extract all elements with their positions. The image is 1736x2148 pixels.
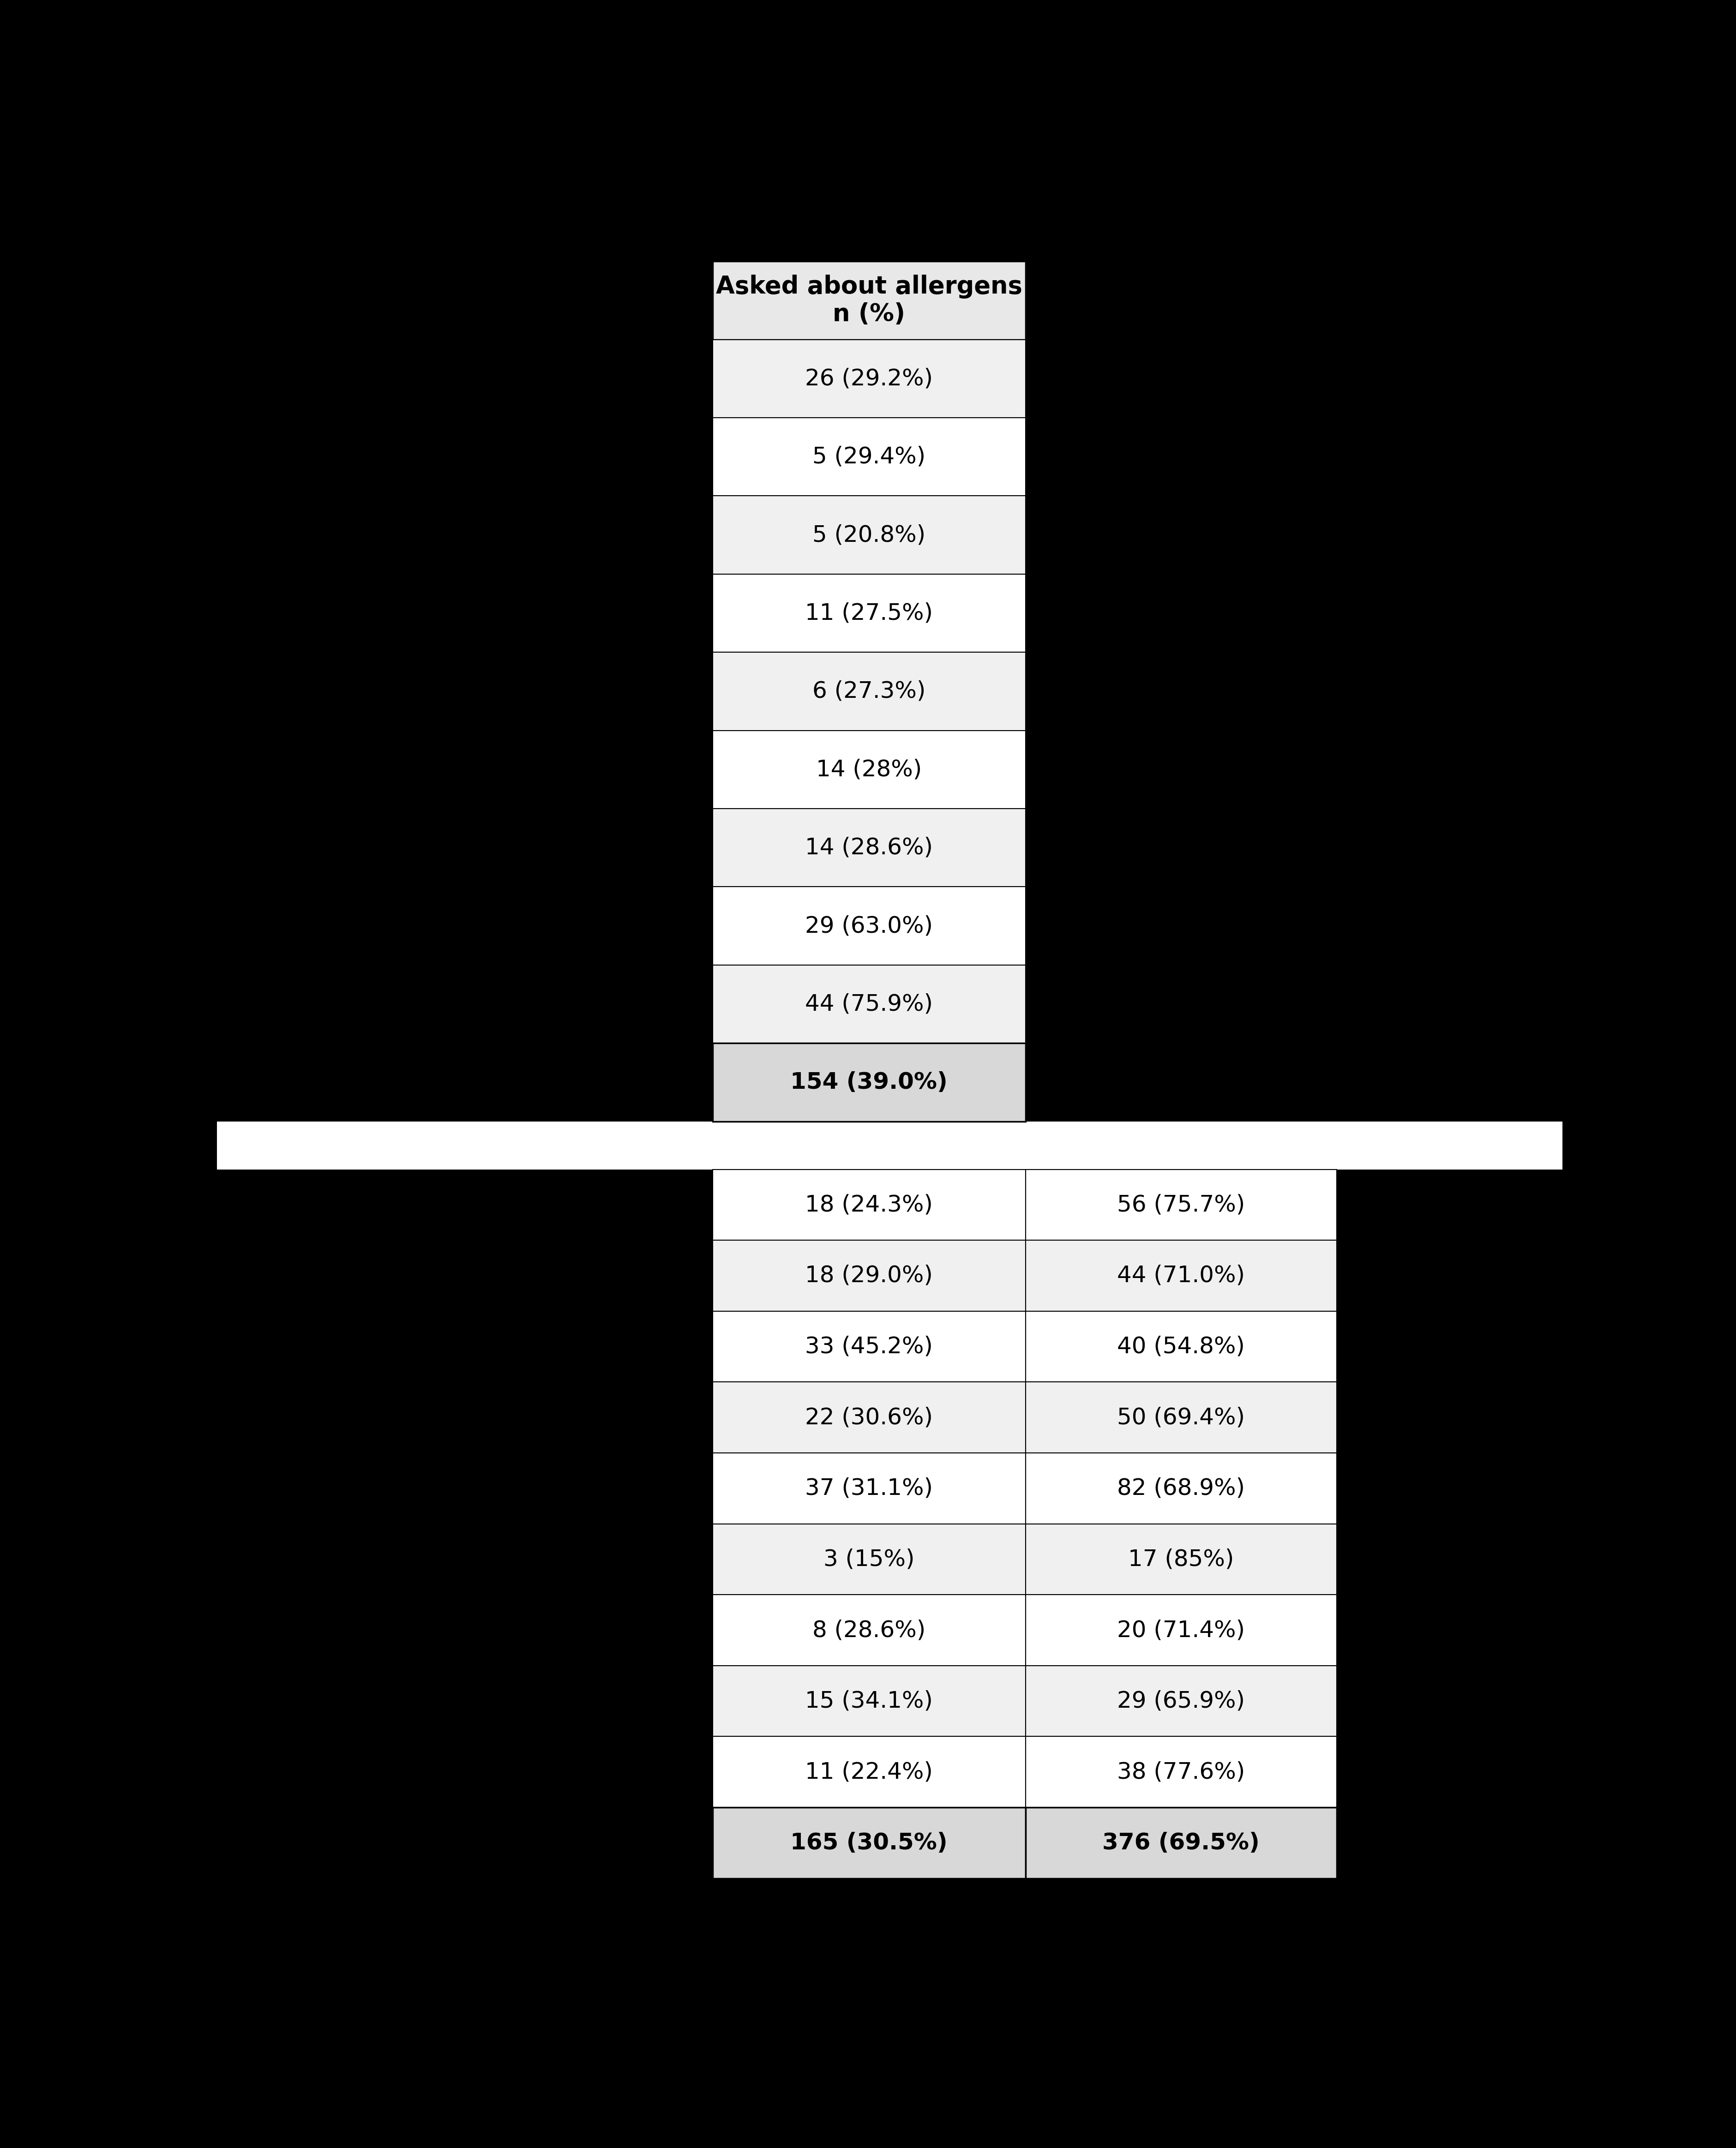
Text: 11 (27.5%): 11 (27.5%)	[806, 601, 932, 625]
Text: 50 (69.4%): 50 (69.4%)	[1118, 1407, 1245, 1428]
Bar	[712, 1806, 1026, 1877]
Bar	[712, 1523, 1026, 1594]
Text: 8 (28.6%): 8 (28.6%)	[812, 1620, 925, 1641]
Bar	[1026, 1452, 1337, 1523]
Text: 20 (71.4%): 20 (71.4%)	[1118, 1620, 1245, 1641]
Text: 37 (31.1%): 37 (31.1%)	[806, 1478, 932, 1499]
Bar	[712, 1169, 1026, 1239]
Bar	[712, 887, 1026, 964]
Bar	[1026, 1169, 1337, 1239]
Text: 56 (75.7%): 56 (75.7%)	[1116, 1194, 1245, 1216]
Bar	[712, 1452, 1026, 1523]
Text: 14 (28.6%): 14 (28.6%)	[806, 836, 932, 859]
Bar	[712, 496, 1026, 574]
Text: 5 (29.4%): 5 (29.4%)	[812, 445, 925, 468]
Text: 82 (68.9%): 82 (68.9%)	[1118, 1478, 1245, 1499]
Text: Asked about allergens
n (%): Asked about allergens n (%)	[715, 275, 1023, 326]
Text: 3 (15%): 3 (15%)	[823, 1549, 915, 1570]
Bar	[1026, 1594, 1337, 1665]
Bar	[712, 1381, 1026, 1452]
Text: 26 (29.2%): 26 (29.2%)	[806, 367, 932, 389]
Bar	[712, 1736, 1026, 1806]
Bar	[1026, 1239, 1337, 1310]
Text: 154 (39.0%): 154 (39.0%)	[790, 1072, 948, 1093]
Text: 376 (69.5%): 376 (69.5%)	[1102, 1832, 1260, 1854]
Text: 29 (63.0%): 29 (63.0%)	[806, 915, 932, 937]
Bar	[712, 653, 1026, 730]
Bar	[1026, 1736, 1337, 1806]
Text: 22 (30.6%): 22 (30.6%)	[806, 1407, 932, 1428]
Bar	[712, 262, 1026, 339]
Text: 29 (65.9%): 29 (65.9%)	[1118, 1690, 1245, 1712]
Text: 6 (27.3%): 6 (27.3%)	[812, 681, 925, 702]
Bar	[712, 574, 1026, 653]
Bar	[712, 964, 1026, 1044]
Bar	[712, 1310, 1026, 1381]
Bar	[712, 339, 1026, 417]
Text: 33 (45.2%): 33 (45.2%)	[806, 1336, 932, 1358]
Text: 165 (30.5%): 165 (30.5%)	[790, 1832, 948, 1854]
Text: 17 (85%): 17 (85%)	[1128, 1549, 1234, 1570]
Bar	[712, 1594, 1026, 1665]
Bar	[712, 808, 1026, 887]
Text: 44 (75.9%): 44 (75.9%)	[806, 992, 932, 1016]
Bar	[217, 1121, 1562, 1169]
Text: 14 (28%): 14 (28%)	[816, 758, 922, 780]
Text: 15 (34.1%): 15 (34.1%)	[806, 1690, 932, 1712]
Bar	[1026, 1310, 1337, 1381]
Bar	[712, 1044, 1026, 1121]
Bar	[1026, 1665, 1337, 1736]
Bar	[712, 730, 1026, 808]
Text: 5 (20.8%): 5 (20.8%)	[812, 524, 925, 546]
Bar	[1026, 1806, 1337, 1877]
Text: 44 (71.0%): 44 (71.0%)	[1118, 1265, 1245, 1287]
Bar	[712, 1665, 1026, 1736]
Bar	[1026, 1381, 1337, 1452]
Bar	[1026, 1523, 1337, 1594]
Text: 18 (29.0%): 18 (29.0%)	[806, 1265, 932, 1287]
Text: 38 (77.6%): 38 (77.6%)	[1116, 1761, 1245, 1783]
Text: 18 (24.3%): 18 (24.3%)	[806, 1194, 932, 1216]
Bar	[712, 417, 1026, 496]
Bar	[712, 1239, 1026, 1310]
Text: 40 (54.8%): 40 (54.8%)	[1118, 1336, 1245, 1358]
Text: 11 (22.4%): 11 (22.4%)	[806, 1761, 932, 1783]
